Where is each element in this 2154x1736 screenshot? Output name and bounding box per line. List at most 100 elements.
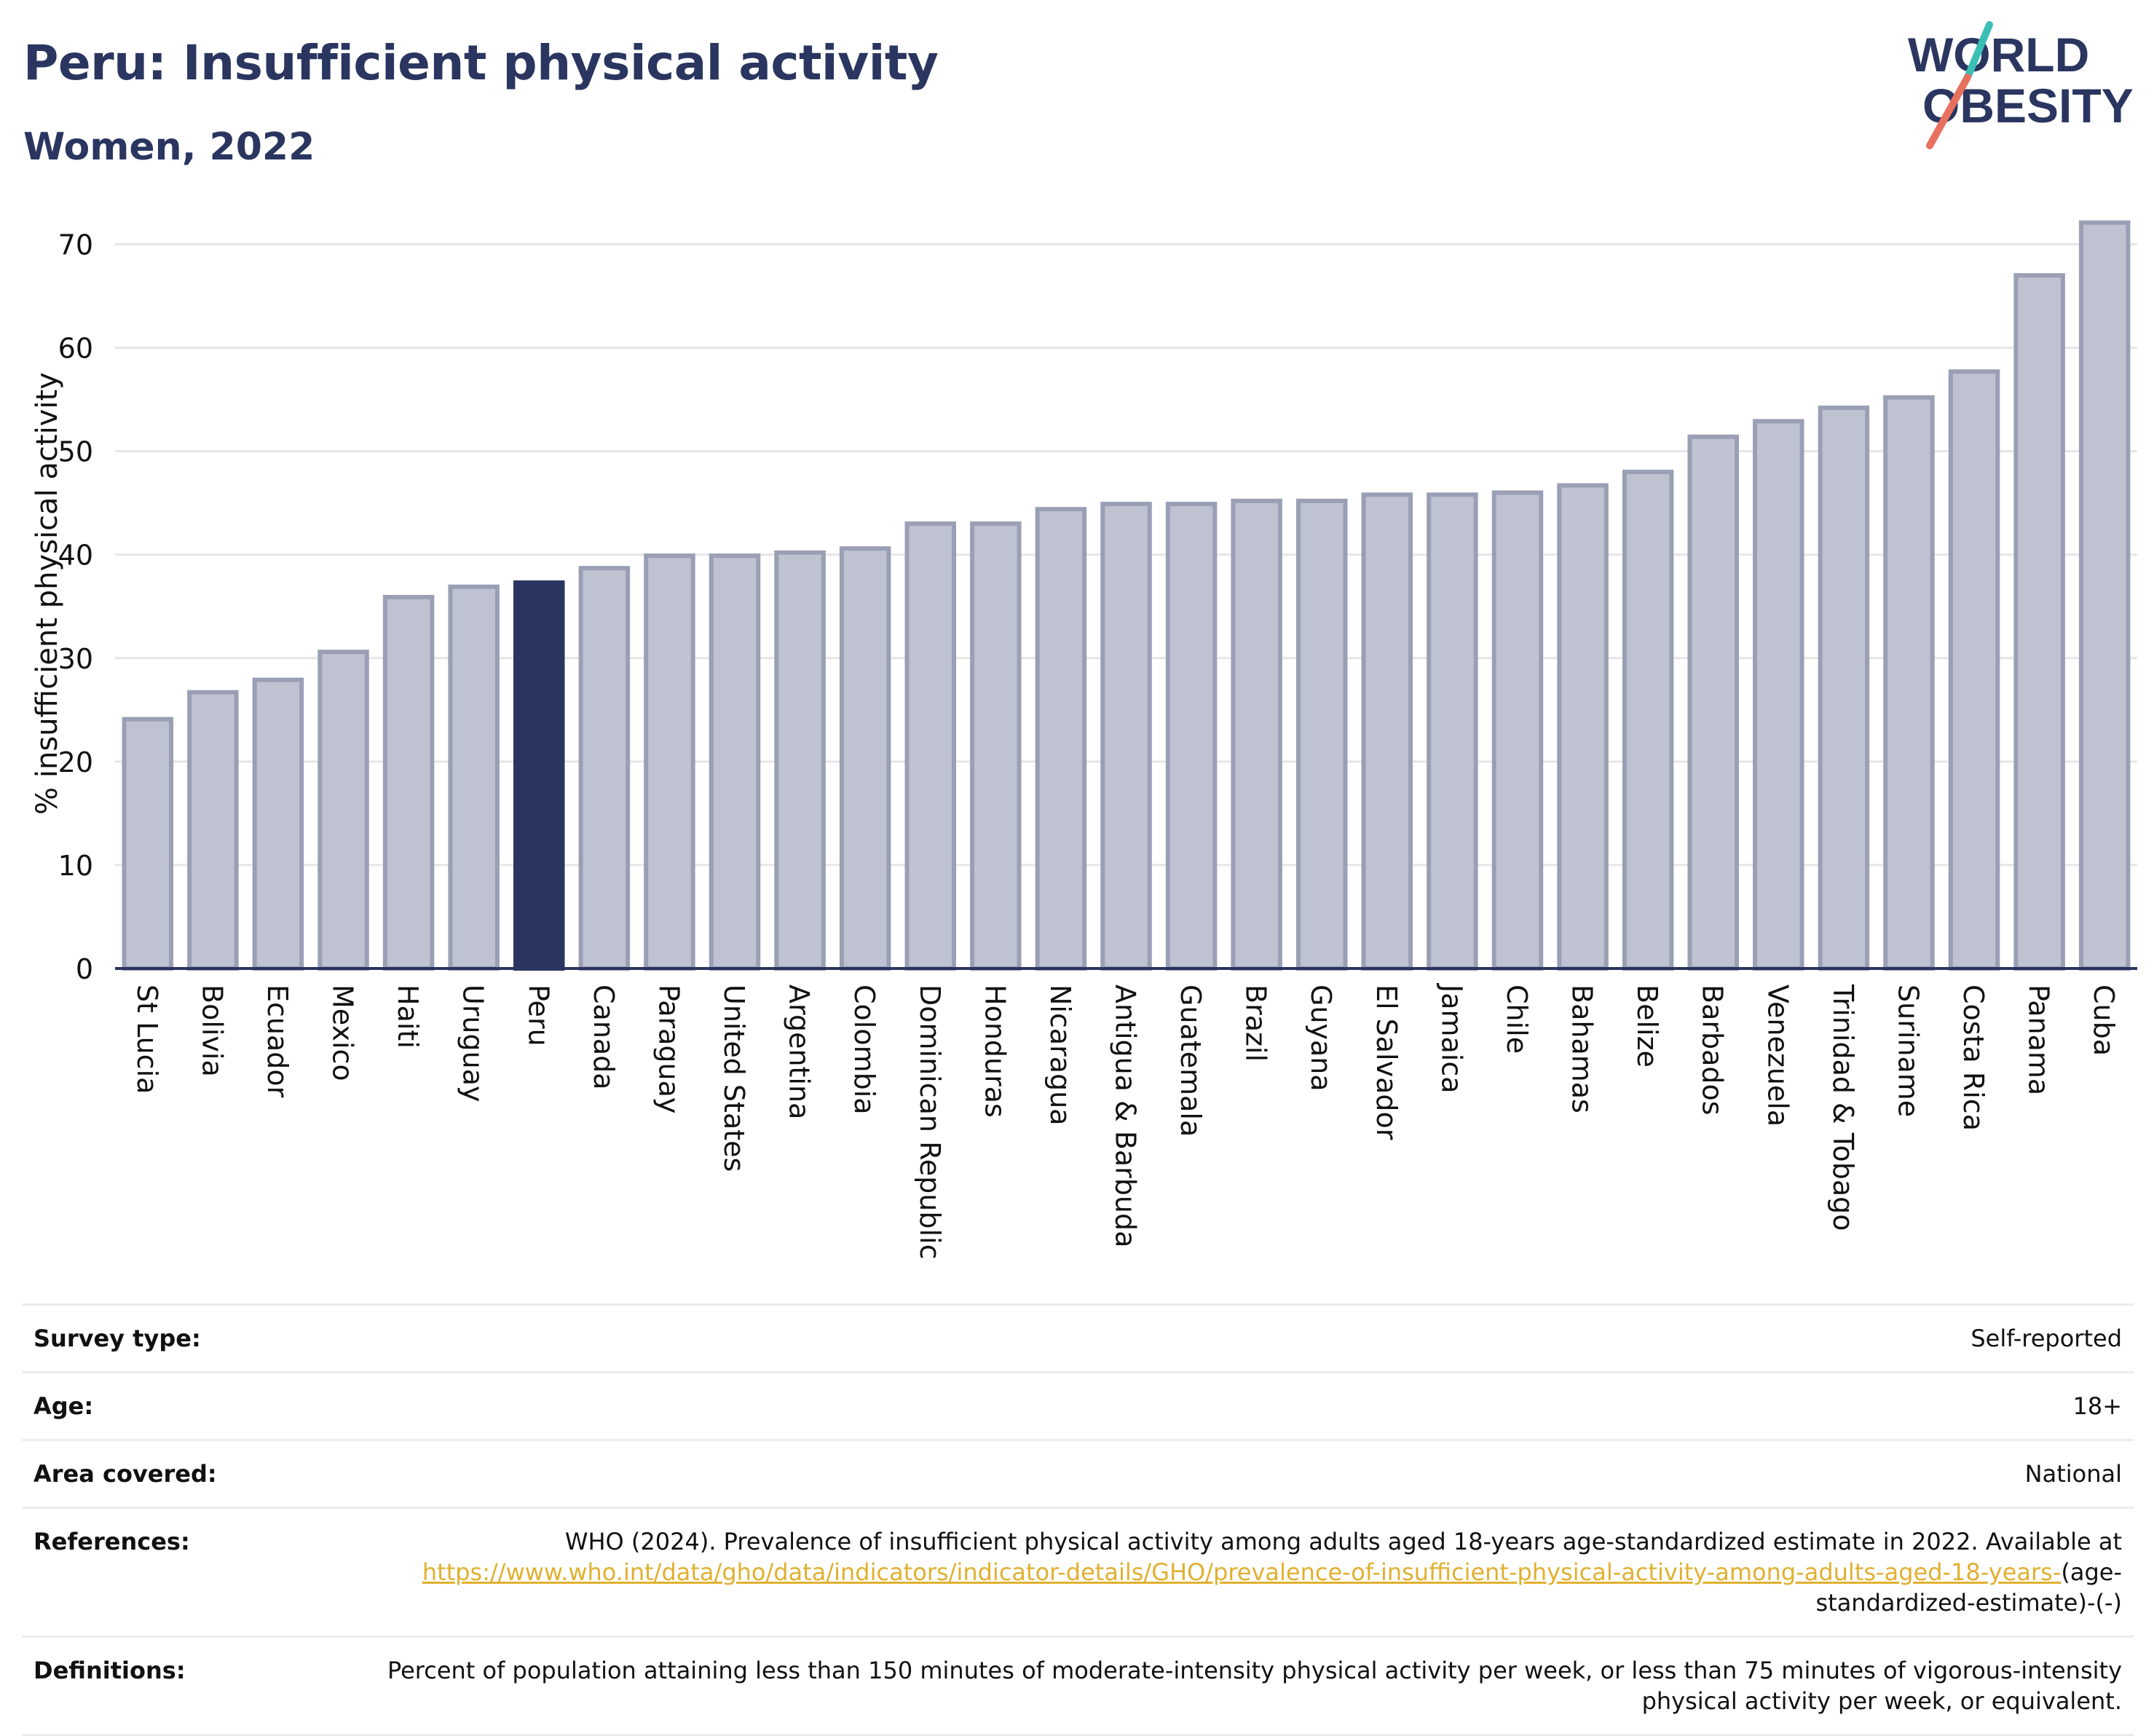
bar-venezuela	[1753, 419, 1804, 971]
x-tick-label: Haiti	[392, 985, 424, 1049]
bar-united-states	[709, 553, 761, 971]
bar-el-salvador	[1361, 492, 1413, 971]
references-value: WHO (2024). Prevalence of insufficient p…	[351, 1508, 2134, 1637]
bar-argentina	[774, 550, 826, 971]
row-age: Age: 18+	[22, 1372, 2134, 1440]
axes: 0 10 20 30 40 50 60 70 St Lucia Bolivia Ecuador Mex…	[58, 229, 2137, 1259]
metadata-table: Survey type: Self-reported Age: 18+ Area…	[22, 1303, 2134, 1736]
x-tick-label: Ecuador	[261, 985, 293, 1098]
x-tick-label: Jamaica	[1435, 983, 1467, 1094]
y-tick-label: 20	[58, 746, 93, 778]
bar-panama	[2013, 273, 2065, 971]
logo-slash-coral	[1926, 74, 1971, 149]
bar-paraguay	[644, 553, 695, 971]
x-tick-label: Honduras	[979, 985, 1011, 1118]
bar-haiti	[382, 594, 435, 971]
chart-title: Peru: Insufficient physical activity	[23, 35, 939, 91]
x-tick-label: Barbados	[1697, 985, 1729, 1116]
definitions-value: Percent of population attaining less tha…	[387, 1657, 2122, 1715]
bar-guatemala	[1165, 502, 1218, 971]
row-references: References: WHO (2024). Prevalence of in…	[22, 1507, 2134, 1637]
x-tick-label: Dominican Republic	[914, 985, 946, 1259]
survey-type-value: Self-reported	[1970, 1325, 2122, 1352]
bar-uruguay	[448, 584, 500, 971]
y-tick-label: 60	[58, 333, 93, 365]
chart-subtitle: Women, 2022	[23, 125, 315, 169]
bar-ecuador	[252, 677, 304, 971]
y-tick-label: 70	[58, 229, 93, 261]
bar-nicaragua	[1035, 507, 1087, 971]
y-tick-label: 40	[58, 540, 93, 572]
bar-peru	[513, 580, 565, 971]
area-label: Area covered:	[33, 1460, 217, 1488]
bar-guyana	[1295, 498, 1348, 971]
x-tick-label: St Lucia	[131, 985, 163, 1094]
bar-honduras	[970, 521, 1022, 971]
x-tick-label: Antigua & Barbuda	[1110, 985, 1142, 1247]
references-text: WHO (2024). Prevalence of insufficient p…	[564, 1528, 2122, 1555]
bar-suriname	[1883, 395, 1935, 971]
x-tick-label: Chile	[1501, 985, 1533, 1054]
bar-bolivia	[187, 690, 239, 971]
logo-text-world: WORLD	[1908, 28, 2089, 82]
x-tick-label: Panama	[2023, 985, 2055, 1095]
bar-costa-rica	[1948, 369, 2000, 971]
x-tick-label: Colombia	[848, 985, 880, 1115]
x-tick-label: Guyana	[1305, 985, 1337, 1092]
y-tick-label: 30	[58, 643, 93, 675]
bar-brazil	[1231, 498, 1282, 971]
area-value: National	[2024, 1460, 2122, 1488]
x-tick-label: Cuba	[2088, 985, 2120, 1056]
references-link[interactable]: https://www.who.int/data/gho/data/indica…	[422, 1558, 2062, 1586]
bar-cuba	[2078, 220, 2131, 971]
age-value: 18+	[2072, 1392, 2122, 1420]
logo-slash-teal	[1964, 21, 1993, 81]
bar-dominican-republic	[904, 521, 957, 971]
x-tick-label: Trinidad & Tobago	[1827, 984, 1859, 1231]
bar-st-lucia	[122, 717, 174, 971]
survey-type-label: Survey type:	[33, 1325, 201, 1352]
x-tick-label: Costa Rica	[1957, 985, 1989, 1131]
row-definitions: Definitions: Percent of population attai…	[22, 1636, 2134, 1735]
bar-trinidad-tobago	[1818, 405, 1870, 971]
bar-chile	[1491, 490, 1544, 971]
x-tick-label: Uruguay	[457, 985, 489, 1102]
logo-text-obesity: OBESITY	[1922, 79, 2134, 133]
x-tick-label: El Salvador	[1370, 985, 1403, 1140]
bar-colombia	[839, 546, 891, 971]
x-tick-label: Brazil	[1240, 985, 1272, 1062]
x-tick-label: Canada	[588, 985, 620, 1090]
x-tick-label: United States	[718, 985, 750, 1172]
bar-barbados	[1687, 434, 1739, 971]
x-tick-label: Peru	[522, 985, 554, 1046]
x-tick-label: Nicaragua	[1044, 985, 1076, 1126]
age-label: Age:	[33, 1392, 94, 1420]
row-area: Area covered: National	[22, 1440, 2134, 1508]
bar-antigua-barbuda	[1100, 502, 1152, 971]
y-tick-label: 50	[58, 436, 93, 468]
bar-belize	[1622, 470, 1674, 971]
bar-jamaica	[1427, 492, 1478, 971]
bar-mexico	[317, 650, 369, 971]
bar-bahamas	[1557, 483, 1609, 971]
x-tick-label: Argentina	[784, 985, 816, 1119]
x-tick-label: Paraguay	[652, 985, 685, 1113]
x-tick-label: Guatemala	[1175, 985, 1207, 1137]
references-label: References:	[33, 1528, 190, 1555]
y-axis-label: % insufficient physical activity	[31, 372, 64, 815]
x-tick-label: Belize	[1631, 985, 1663, 1068]
world-obesity-logo: WORLD OBESITY	[1908, 21, 2134, 149]
x-tick-label: Bolivia	[196, 985, 228, 1077]
y-tick-label: 10	[58, 850, 93, 882]
definitions-label: Definitions:	[33, 1657, 186, 1684]
row-survey-type: Survey type: Self-reported	[22, 1304, 2134, 1373]
y-tick-label: 0	[76, 953, 93, 985]
references-suffix: (age-standardized-estimate)-(-)	[1815, 1558, 2122, 1617]
bar-canada	[578, 566, 631, 971]
x-tick-label: Mexico	[327, 985, 359, 1081]
x-tick-label: Suriname	[1892, 985, 1924, 1117]
x-tick-label: Venezuela	[1762, 985, 1794, 1127]
x-tick-label: Bahamas	[1566, 985, 1598, 1113]
bars	[122, 220, 2131, 971]
bar-chart: 0 10 20 30 40 50 60 70 St Lucia Bolivia Ecuador Mex…	[31, 220, 2137, 1259]
